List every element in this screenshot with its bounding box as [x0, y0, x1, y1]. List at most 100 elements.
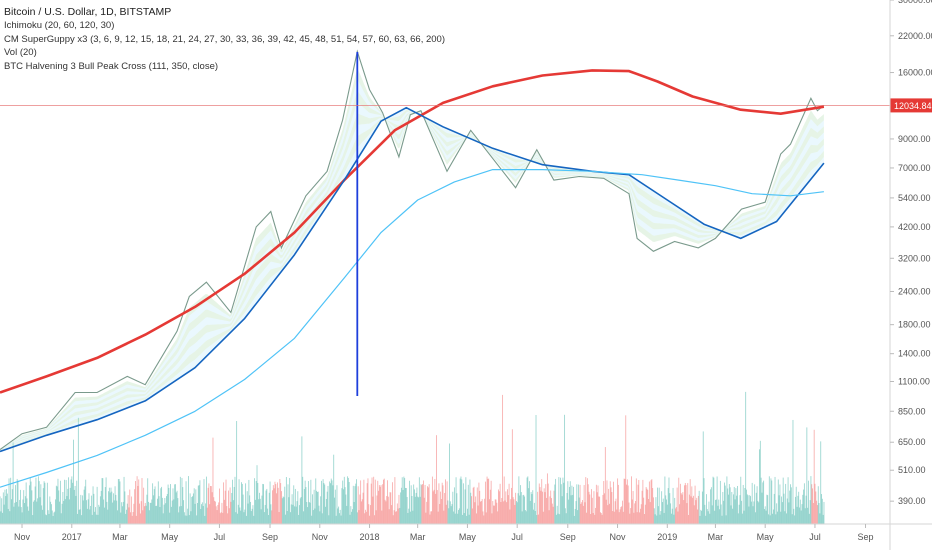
volume-bar — [211, 486, 212, 524]
volume-bar — [753, 506, 754, 524]
volume-bar — [796, 487, 797, 524]
volume-bar — [653, 497, 654, 524]
volume-bar — [548, 484, 549, 524]
volume-bar — [811, 484, 812, 524]
volume-bar — [26, 482, 27, 524]
volume-bar — [272, 490, 273, 524]
volume-bar — [757, 486, 758, 524]
y-tick-label: 4200.00 — [898, 222, 931, 232]
legend-title[interactable]: Bitcoin / U.S. Dollar, 1D, BITSTAMP — [4, 6, 445, 19]
volume-bar — [523, 495, 524, 524]
volume-bar — [322, 513, 323, 524]
volume-bar — [788, 477, 789, 524]
volume-bar — [439, 504, 440, 524]
volume-bar — [635, 501, 636, 524]
volume-bar — [673, 488, 674, 524]
volume-bar — [173, 488, 174, 524]
volume-bar — [683, 500, 684, 524]
volume-bar — [452, 504, 453, 524]
volume-bar — [134, 489, 135, 524]
volume-bar — [562, 478, 563, 524]
volume-bar — [155, 506, 156, 524]
volume-bar — [532, 490, 533, 524]
volume-bar — [703, 431, 704, 524]
volume-bar — [773, 509, 774, 524]
volume-bar — [446, 505, 447, 524]
volume-bar — [254, 478, 255, 524]
volume-bar — [68, 477, 69, 524]
volume-bar — [141, 501, 142, 524]
volume-bar — [213, 438, 214, 524]
volume-bar — [519, 496, 520, 524]
volume-bar — [19, 500, 20, 524]
volume-bar — [144, 506, 145, 524]
volume-bar — [824, 502, 825, 524]
volume-bar — [88, 499, 89, 524]
volume-bar — [359, 510, 360, 524]
volume-bar — [407, 497, 408, 524]
volume-bar — [10, 478, 11, 524]
volume-bar — [182, 478, 183, 524]
volume-bar — [752, 483, 753, 524]
volume-bar — [350, 515, 351, 524]
volume-bar — [551, 498, 552, 524]
volume-bar — [53, 516, 54, 524]
volume-bar — [498, 489, 499, 524]
volume-bar — [159, 496, 160, 524]
volume-bar — [480, 502, 481, 524]
volume-bar — [592, 498, 593, 524]
volume-bar — [218, 502, 219, 524]
x-tick-label: Sep — [858, 532, 874, 542]
volume-bar — [199, 485, 200, 524]
volume-bar — [708, 511, 709, 524]
legend-superguppy[interactable]: CM SuperGuppy x3 (3, 6, 9, 12, 15, 18, 2… — [4, 33, 445, 46]
volume-bar — [616, 499, 617, 524]
volume-bar — [778, 479, 779, 524]
volume-bar — [178, 512, 179, 524]
volume-bar — [764, 509, 765, 524]
volume-bar — [337, 508, 338, 524]
legend-ichimoku[interactable]: Ichimoku (20, 60, 120, 30) — [4, 19, 445, 32]
legend-volume[interactable]: Vol (20) — [4, 46, 445, 59]
volume-bar — [265, 505, 266, 524]
volume-bar — [286, 477, 287, 524]
volume-bar — [217, 510, 218, 524]
volume-bar — [332, 485, 333, 524]
volume-bar — [36, 502, 37, 524]
volume-bar — [443, 485, 444, 524]
volume-bar — [372, 497, 373, 524]
volume-bar — [371, 484, 372, 524]
volume-bar — [210, 486, 211, 524]
volume-bar — [287, 511, 288, 524]
volume-bar — [316, 491, 317, 524]
volume-bar — [212, 492, 213, 524]
volume-bar — [462, 515, 463, 524]
legend-bull-peak-cross[interactable]: BTC Halvening 3 Bull Peak Cross (111, 35… — [4, 60, 445, 73]
volume-bar — [199, 480, 200, 524]
volume-bar — [561, 484, 562, 524]
volume-bar — [69, 499, 70, 524]
volume-bar — [725, 486, 726, 524]
volume-bar — [31, 490, 32, 524]
volume-bar — [463, 483, 464, 524]
volume-bar — [209, 504, 210, 524]
volume-bar — [719, 509, 720, 524]
guppy-band — [0, 111, 824, 451]
volume-bar — [456, 493, 457, 524]
chart-legend: Bitcoin / U.S. Dollar, 1D, BITSTAMP Ichi… — [4, 6, 445, 73]
volume-bar — [454, 487, 455, 524]
volume-bar — [521, 492, 522, 524]
volume-bar — [143, 488, 144, 524]
volume-bar — [684, 485, 685, 524]
volume-bar — [364, 513, 365, 524]
volume-bar — [627, 479, 628, 524]
volume-bar — [800, 500, 801, 524]
volume-bar — [735, 499, 736, 524]
volume-bar — [713, 478, 714, 524]
volume-bar — [396, 511, 397, 524]
volume-bar — [204, 479, 205, 524]
volume-bar — [297, 491, 298, 524]
volume-bar — [728, 495, 729, 524]
